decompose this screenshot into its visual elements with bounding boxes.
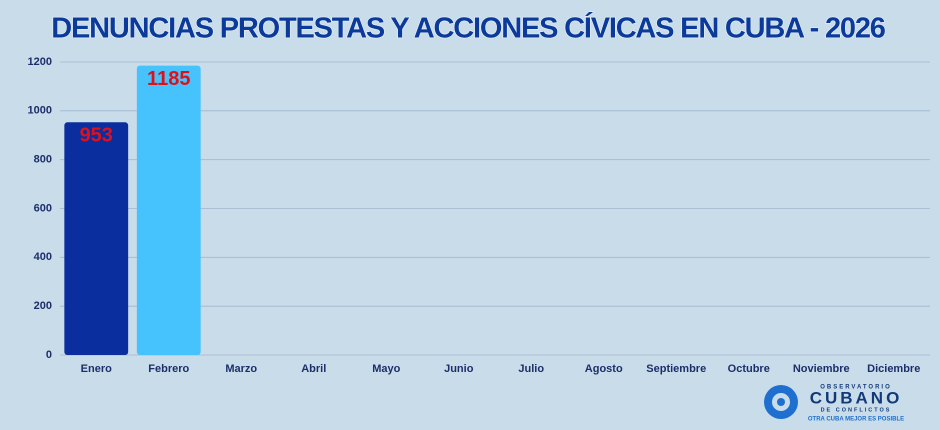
y-tick-label: 800 [34,154,52,166]
x-tick-label: Mayo [372,363,400,375]
y-tick-label: 200 [34,300,52,312]
x-tick-label: Octubre [728,363,770,375]
value-label: 953 [80,125,113,147]
logo-icon [777,398,785,406]
logo-text: DE CONFLICTOS [821,407,892,413]
logo: OBSERVATORIO CUBANO DE CONFLICTOS OTRA C… [764,385,904,423]
logo-text: OBSERVATORIO [820,385,892,391]
y-tick-label: 1200 [28,56,52,68]
y-tick-label: 0 [46,349,52,361]
value-label: 1185 [147,68,190,90]
x-tick-label: Septiembre [646,363,706,375]
y-tick-label: 600 [34,202,52,214]
chart-title: DENUNCIAS PROTESTAS Y ACCIONES CÍVICAS E… [51,11,885,45]
y-tick-label: 400 [34,251,52,263]
y-tick-label: 1000 [28,105,52,117]
bar [136,65,201,355]
x-tick-label: Junio [444,363,474,375]
x-tick-label: Enero [81,363,112,375]
x-tick-label: Noviembre [793,363,850,375]
x-tick-label: Abril [301,363,326,375]
logo-tagline: OTRA CUBA MEJOR ES POSIBLE [808,417,904,423]
x-tick-label: Agosto [585,363,623,375]
logo-text: CUBANO [810,388,903,407]
x-tick-label: Febrero [148,363,189,375]
x-tick-label: Marzo [225,363,257,375]
bar [64,122,129,355]
x-tick-label: Julio [518,363,544,375]
x-tick-label: Diciembre [867,363,920,375]
